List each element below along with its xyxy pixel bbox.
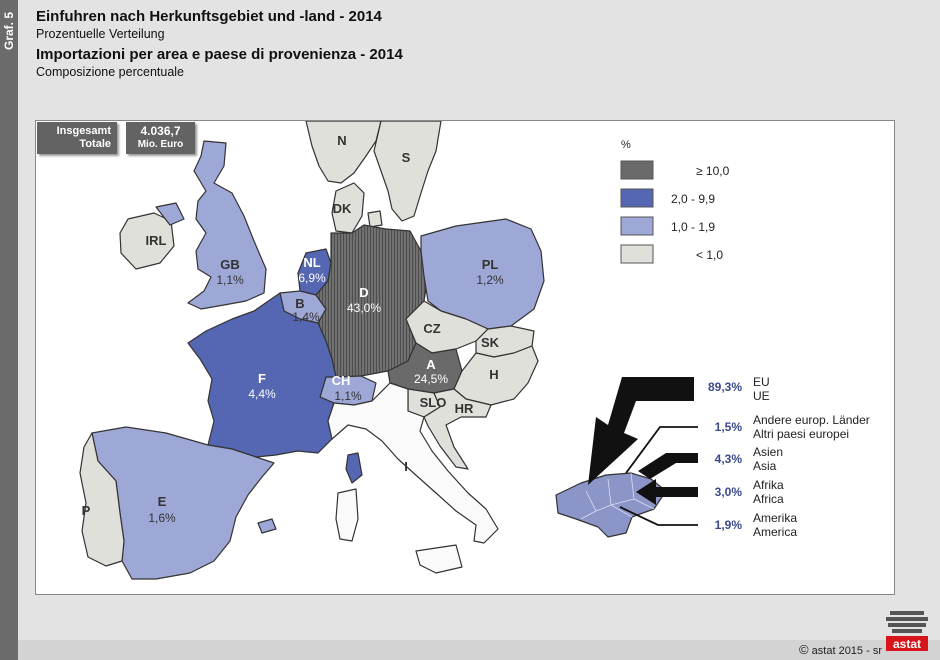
flow-value-other-europe: 1,5%	[715, 420, 743, 434]
flow-label-eu-it: UE	[753, 389, 770, 403]
copyright-symbol: ©	[799, 642, 809, 657]
flow-value-africa: 3,0%	[715, 485, 743, 499]
subtitle-italian: Composizione percentuale	[36, 65, 185, 79]
label-sk: SK	[481, 335, 500, 350]
country-shape-gb-ni	[155, 202, 185, 226]
country-shape-p	[79, 432, 125, 567]
country-shape-corsica	[345, 452, 363, 484]
country-shape-irl	[119, 212, 175, 270]
label-a: A	[426, 357, 436, 372]
logo-wordmark: astat	[893, 637, 921, 651]
footer-bar	[18, 640, 940, 660]
total-label-box: Insgesamt Totale	[37, 122, 117, 154]
value-f: 4,4%	[248, 387, 276, 401]
graph-number-tag: Graf. 5	[2, 12, 16, 51]
country-shape-hr	[423, 388, 492, 470]
total-value: 4.036,7	[140, 124, 181, 138]
label-i: I	[404, 459, 408, 474]
value-e: 1,6%	[148, 511, 176, 525]
country-shape-balearic	[257, 518, 277, 534]
label-pl: PL	[482, 257, 499, 272]
flow-label-america-de: Amerika	[753, 511, 797, 525]
country-shape-gb	[187, 140, 267, 310]
value-nl: 6,9%	[298, 271, 326, 285]
value-b: 1,4%	[292, 310, 320, 324]
label-hr: HR	[455, 401, 474, 416]
label-b: B	[295, 296, 304, 311]
label-p: P	[82, 503, 91, 518]
label-ch: CH	[332, 373, 351, 388]
country-labels: N S DK IRL GB 1,1% NL 6,9% B 1,4% D 43,0…	[82, 133, 504, 525]
label-s: S	[402, 150, 411, 165]
map-panel: N S DK IRL GB 1,1% NL 6,9% B 1,4% D 43,0…	[35, 120, 895, 595]
flow-label-america-it: America	[753, 525, 797, 539]
label-h: H	[489, 367, 498, 382]
arrow-asia	[638, 453, 698, 479]
flow-label-other-europe-de: Andere europ. Länder	[753, 413, 870, 427]
arrow-america	[619, 506, 698, 526]
arrow-eu	[588, 377, 694, 485]
legend: % ≥ 10,0 2,0 - 9,9 1,0 - 1,9 < 1,0	[620, 139, 730, 264]
value-gb: 1,1%	[216, 273, 244, 287]
credit-text: astat 2015 - sr	[811, 645, 882, 657]
country-shape-s	[373, 121, 442, 222]
legend-label-2: 2,0 - 9,9	[671, 192, 715, 206]
country-shape-n	[305, 121, 382, 184]
title-italian: Importazioni per area e paese di proveni…	[36, 46, 403, 63]
value-d: 43,0%	[347, 301, 381, 315]
country-shape-dk	[331, 182, 365, 234]
value-a: 24,5%	[414, 372, 448, 386]
country-shape-sardinia	[335, 488, 359, 542]
south-tyrol-districts	[580, 472, 655, 520]
label-f: F	[258, 371, 266, 386]
flow-label-other-europe-it: Altri paesi europei	[753, 427, 849, 441]
label-d: D	[359, 285, 368, 300]
flow-label-eu-de: EU	[753, 375, 770, 389]
country-shape-sicily	[415, 544, 463, 574]
label-dk: DK	[333, 201, 352, 216]
title-block: Einfuhren nach Herkunftsgebiet und -land…	[36, 8, 403, 79]
flow-label-asia-it: Asia	[753, 459, 777, 473]
arrow-other-europe	[625, 426, 698, 474]
legend-label-1: ≥ 10,0	[696, 164, 730, 178]
total-value-box: 4.036,7 Mio. Euro	[126, 122, 195, 154]
value-pl: 1,2%	[476, 273, 504, 287]
flow-label-asia-de: Asien	[753, 445, 783, 459]
label-gb: GB	[220, 257, 240, 272]
total-label-de: Insgesamt	[56, 125, 111, 137]
flow-value-asia: 4,3%	[715, 452, 743, 466]
legend-swatch-2	[620, 188, 654, 208]
country-shape-dk-island	[367, 210, 383, 228]
label-irl: IRL	[146, 233, 167, 248]
label-e: E	[158, 494, 167, 509]
title-german: Einfuhren nach Herkunftsgebiet und -land…	[36, 8, 382, 25]
europe-map: N S DK IRL GB 1,1% NL 6,9% B 1,4% D 43,0…	[79, 121, 870, 580]
flow-value-america: 1,9%	[715, 518, 743, 532]
credit-line: © astat 2015 - sr	[799, 642, 882, 657]
legend-swatch-3	[620, 216, 654, 236]
sidebar-strip: Graf. 5	[0, 0, 18, 660]
legend-label-3: 1,0 - 1,9	[671, 220, 715, 234]
value-ch: 1,1%	[334, 389, 362, 403]
total-label-it: Totale	[79, 138, 111, 150]
country-shape-i	[327, 382, 499, 544]
label-nl: NL	[303, 255, 320, 270]
astat-logo-mark: astat	[886, 611, 928, 651]
astat-logo: astat	[884, 609, 930, 658]
flow-labels: 89,3% EU UE 1,5% Andere europ. Länder Al…	[708, 375, 870, 539]
label-n: N	[337, 133, 346, 148]
legend-label-4: < 1,0	[696, 248, 723, 262]
flow-value-eu: 89,3%	[708, 380, 742, 394]
legend-swatch-4	[620, 244, 654, 264]
flow-arrows	[588, 377, 698, 526]
label-slo: SLO	[420, 395, 447, 410]
subtitle-german: Prozentuelle Verteilung	[36, 27, 165, 41]
label-cz: CZ	[423, 321, 440, 336]
arrow-africa	[636, 479, 698, 505]
legend-title: %	[621, 139, 631, 151]
flow-label-africa-it: Africa	[753, 492, 784, 506]
legend-swatch-1	[620, 160, 654, 180]
total-unit: Mio. Euro	[137, 139, 184, 150]
flow-label-africa-de: Afrika	[753, 478, 784, 492]
